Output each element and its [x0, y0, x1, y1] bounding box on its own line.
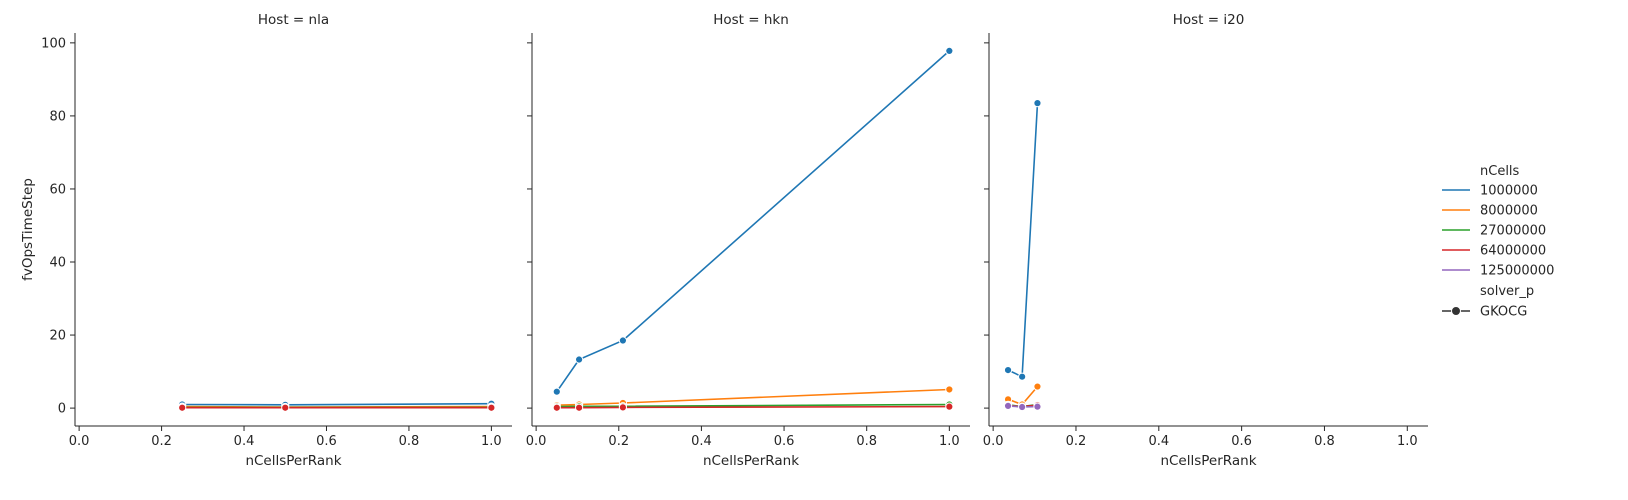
x-tick-label: 0.2: [1066, 434, 1087, 449]
x-tick-label: 0.6: [774, 434, 795, 449]
data-point-64000000: [487, 403, 496, 412]
data-point-1000000: [1003, 366, 1013, 375]
series-line-27000000: [556, 403, 950, 408]
y-axis-label: fvOpsTimeStep: [20, 178, 36, 281]
panel-title: Host = hkn: [713, 12, 789, 28]
data-point-8000000: [1033, 382, 1042, 391]
panel-title: Host = nla: [258, 12, 329, 28]
data-point-125000000: [1018, 402, 1027, 412]
legend-hue-title: nCells: [1480, 164, 1520, 179]
legend-entry-64000000: 64000000: [1480, 244, 1546, 259]
x-tick-label: 0.0: [983, 434, 1004, 449]
legend-entry-1000000: 1000000: [1480, 184, 1538, 199]
x-axis-label: nCellsPerRank: [703, 453, 799, 469]
series-line-8000000: [556, 388, 950, 406]
x-tick-label: 0.8: [1314, 434, 1335, 449]
x-tick-label: 1.0: [1397, 434, 1418, 449]
series-line-64000000: [556, 405, 950, 409]
data-point-1000000: [1033, 99, 1042, 108]
data-point-1000000: [1018, 372, 1027, 381]
series-line-1000000: [1007, 103, 1039, 378]
x-tick-label: 1.0: [481, 434, 502, 449]
x-tick-label: 0.6: [1231, 434, 1252, 449]
data-point-8000000: [945, 385, 954, 394]
legend-entry-27000000: 27000000: [1480, 224, 1546, 239]
x-tick-label: 0.4: [234, 434, 255, 449]
data-point-64000000: [945, 402, 954, 411]
x-tick-label: 0.4: [691, 434, 712, 449]
legend-style-title: solver_p: [1480, 284, 1534, 299]
y-tick-label: 100: [41, 36, 66, 51]
legend-entry-8000000: 8000000: [1480, 204, 1538, 219]
x-tick-label: 0.4: [1148, 434, 1169, 449]
y-tick-label: 0: [58, 402, 66, 417]
series-line-1000000: [556, 50, 950, 393]
data-point-64000000: [178, 403, 187, 412]
data-point-1000000: [552, 387, 561, 396]
legend-style-entry: GKOCG: [1480, 305, 1527, 320]
x-tick-label: 0.6: [316, 434, 337, 449]
x-axis-label: nCellsPerRank: [1160, 453, 1256, 469]
x-tick-label: 1.0: [939, 434, 960, 449]
x-tick-label: 0.2: [608, 434, 629, 449]
data-point-64000000: [575, 403, 584, 412]
y-tick-label: 80: [49, 109, 66, 124]
data-point-64000000: [618, 403, 628, 412]
x-tick-label: 0.8: [856, 434, 877, 449]
y-tick-label: 60: [49, 182, 66, 197]
legend-entry-125000000: 125000000: [1480, 264, 1554, 279]
y-tick-label: 40: [49, 256, 66, 271]
panel-title: Host = i20: [1173, 12, 1245, 28]
x-tick-label: 0.2: [151, 434, 172, 449]
data-point-1000000: [575, 355, 584, 364]
y-tick-label: 20: [49, 329, 66, 344]
x-tick-label: 0.8: [399, 434, 420, 449]
legend-style-swatch-marker: [1451, 306, 1461, 316]
data-point-1000000: [618, 336, 628, 345]
x-tick-label: 0.0: [69, 434, 90, 449]
data-point-64000000: [552, 403, 561, 412]
x-axis-label: nCellsPerRank: [245, 453, 341, 469]
series-line-1000000: [182, 402, 492, 406]
x-tick-label: 0.0: [526, 434, 547, 449]
data-point-125000000: [1003, 401, 1013, 411]
data-point-125000000: [1033, 402, 1042, 411]
data-point-1000000: [945, 46, 954, 55]
data-point-64000000: [281, 403, 290, 412]
